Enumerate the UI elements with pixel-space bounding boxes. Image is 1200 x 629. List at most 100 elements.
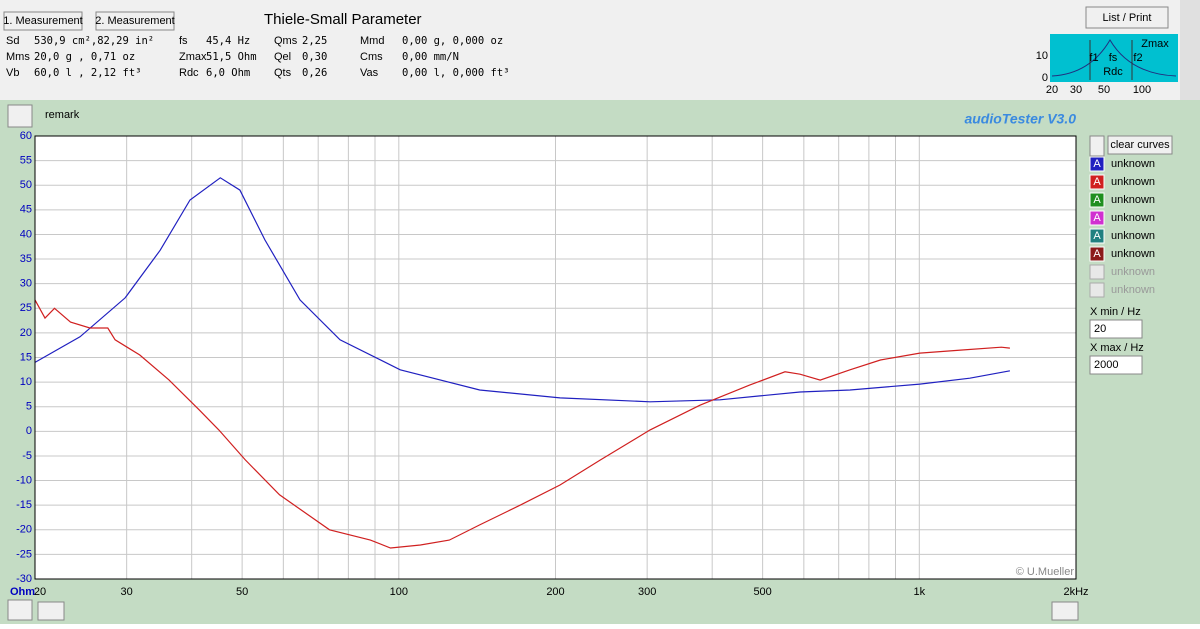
mini-label: 20 (1046, 84, 1058, 96)
param-name: Sd (6, 35, 19, 47)
param-name: Cms (360, 51, 383, 63)
legend-label: unknown (1111, 284, 1155, 296)
curve-icon: A (1093, 212, 1101, 224)
curve-toggle[interactable] (1089, 174, 1105, 190)
button[interactable] (3, 11, 83, 31)
mini-label: fs (1109, 52, 1118, 64)
button[interactable] (95, 11, 175, 31)
param-name: Zmax (179, 51, 207, 63)
input-value[interactable]: 2000 (1094, 359, 1118, 371)
param-value: 2,25 (302, 35, 327, 47)
button-label[interactable]: 1. Measurement (3, 15, 82, 27)
x-tick-label: 100 (390, 586, 408, 598)
mini-label: 10 (1036, 50, 1048, 62)
curve-icon: A (1093, 248, 1101, 260)
param-value: 0,00 l, 0,000 ft³ (402, 67, 509, 79)
y-tick-label: 45 (20, 204, 32, 216)
button-label[interactable]: 2. Measurement (95, 15, 174, 27)
x-tick-label: 300 (638, 586, 656, 598)
param-name: Rdc (179, 67, 199, 79)
y-tick-label: 30 (20, 278, 32, 290)
y-tick-label: 35 (20, 253, 32, 265)
curve-toggle[interactable] (1089, 264, 1105, 280)
param-value: 51,5 Ohm (206, 51, 257, 63)
legend-label: unknown (1111, 266, 1155, 278)
curve-toggle[interactable] (1089, 228, 1105, 244)
spinner[interactable] (1089, 135, 1105, 157)
param-value: 0,00 g, 0,000 oz (402, 35, 503, 47)
y-tick-label: 10 (20, 376, 32, 388)
param-value: 45,4 Hz (206, 35, 250, 47)
curve-toggle[interactable] (1089, 282, 1105, 298)
y-tick-label: 0 (26, 425, 32, 437)
mini-label: 50 (1098, 84, 1110, 96)
curve (34, 299, 1010, 549)
button[interactable] (1085, 6, 1169, 29)
param-value: 6,0 Ohm (206, 67, 250, 79)
legend-label: unknown (1111, 158, 1155, 170)
input[interactable] (1089, 355, 1143, 375)
param-name: Vas (360, 67, 379, 79)
param-value: 20,0 g , 0,71 oz (34, 51, 135, 63)
curve-icon: A (1093, 158, 1101, 170)
param-value: 530,9 cm²,82,29 in² (34, 35, 154, 47)
y-tick-label: 60 (20, 130, 32, 142)
mini-label: Rdc (1103, 66, 1123, 78)
param-name: Qel (274, 51, 291, 63)
y-tick-label: 50 (20, 179, 32, 191)
curve-icon: A (1093, 176, 1101, 188)
mini-label: 100 (1133, 84, 1151, 96)
y-tick-label: -30 (16, 573, 32, 585)
param-name: Mmd (360, 35, 384, 47)
legend-label: unknown (1111, 176, 1155, 188)
param-value: 0,26 (302, 67, 327, 79)
x-tick-label: 200 (546, 586, 564, 598)
legend-label: unknown (1111, 248, 1155, 260)
mini-curve (1051, 39, 1177, 77)
x-tick-label: 500 (753, 586, 771, 598)
curve-toggle[interactable] (1089, 246, 1105, 262)
curves (34, 177, 1011, 549)
input[interactable] (1089, 319, 1143, 339)
mini-label: Zmax (1141, 38, 1169, 50)
curve-toggle[interactable] (1089, 156, 1105, 172)
plot-border (34, 135, 1077, 580)
button[interactable] (1107, 135, 1173, 155)
button-label[interactable]: List / Print (1103, 12, 1152, 24)
mini-label: f1 (1089, 52, 1098, 64)
spinner[interactable] (7, 104, 33, 128)
input-value[interactable]: 20 (1094, 323, 1106, 335)
mini-label: 0 (1042, 72, 1048, 84)
button-label[interactable]: clear curves (1110, 139, 1170, 151)
x-tick-label: 20 (34, 586, 46, 598)
x-tick-label: 50 (236, 586, 248, 598)
field-label: X max / Hz (1090, 342, 1144, 354)
top-panel (0, 0, 1200, 100)
curve-toggle[interactable] (1089, 210, 1105, 226)
scroll-buttons[interactable] (37, 601, 65, 621)
scroll-strip (1180, 0, 1200, 100)
y-tick-label: 55 (20, 155, 32, 167)
y-tick-label: -25 (16, 548, 32, 560)
param-value: 0,30 (302, 51, 327, 63)
curve-toggle[interactable] (1089, 192, 1105, 208)
x-tick-label: 30 (121, 586, 133, 598)
param-value: 60,0 l , 2,12 ft³ (34, 67, 141, 79)
param-value: 0,00 mm/N (402, 51, 459, 63)
y-tick-label: 5 (26, 401, 32, 413)
y-tick-label: -10 (16, 474, 32, 486)
scroll-buttons[interactable] (1051, 601, 1079, 621)
field-label: X min / Hz (1090, 306, 1141, 318)
x-tick-label: 2kHz (1063, 586, 1088, 598)
panel-title: Thiele-Small Parameter (264, 11, 422, 28)
legend-label: unknown (1111, 230, 1155, 242)
mini-label: f2 (1133, 52, 1142, 64)
mini-label: 30 (1070, 84, 1082, 96)
param-name: Qts (274, 67, 292, 79)
param-name: fs (179, 35, 188, 47)
y-tick-label: -15 (16, 499, 32, 511)
y-tick-label: -20 (16, 524, 32, 536)
spinner[interactable] (7, 599, 33, 621)
legend-label: unknown (1111, 194, 1155, 206)
